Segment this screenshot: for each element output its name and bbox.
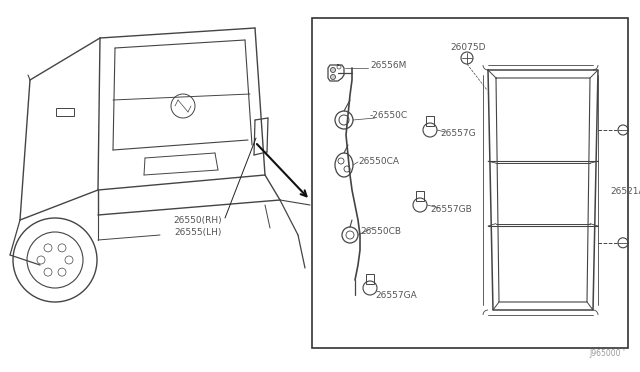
Text: 26556M: 26556M (370, 61, 406, 70)
Text: 26075D: 26075D (450, 44, 486, 52)
Bar (312, 18, 628, 348)
Bar (366, 274, 374, 284)
Text: -26550C: -26550C (370, 112, 408, 121)
Circle shape (330, 74, 335, 80)
Circle shape (330, 67, 335, 73)
Text: 26557GB: 26557GB (430, 205, 472, 215)
Text: 26557GA: 26557GA (375, 291, 417, 299)
Text: 26550CB: 26550CB (360, 228, 401, 237)
Text: 26550CA: 26550CA (358, 157, 399, 167)
Bar (426, 116, 434, 126)
Text: 26550(RH): 26550(RH) (173, 215, 222, 224)
Text: 26557G: 26557G (440, 128, 476, 138)
Text: 26555(LH): 26555(LH) (175, 228, 222, 237)
Text: J965000 ': J965000 ' (589, 349, 625, 358)
Bar (56, 108, 74, 116)
Bar (416, 191, 424, 201)
Text: 26521A: 26521A (610, 187, 640, 196)
